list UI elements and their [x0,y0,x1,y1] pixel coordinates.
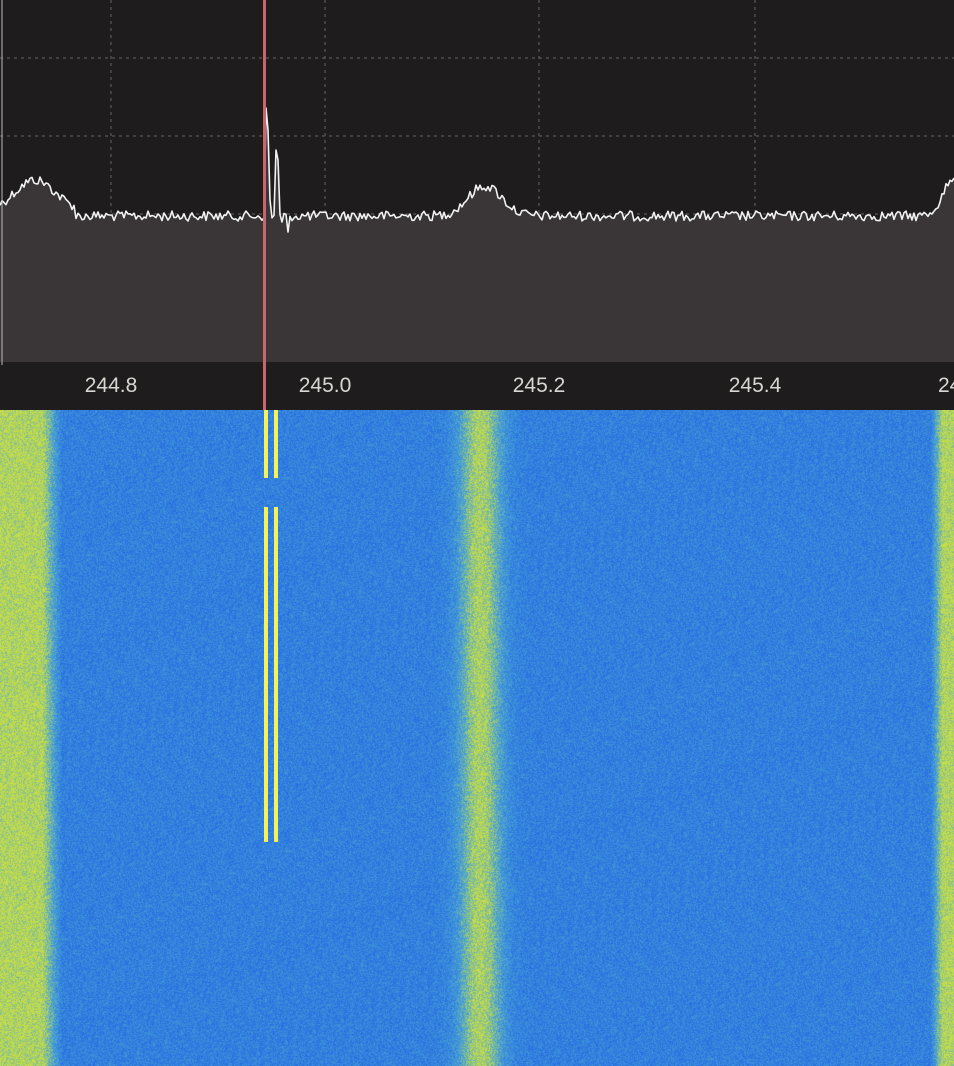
spectrum-plot[interactable] [0,0,954,410]
spectrum-trace [0,107,954,233]
waterfall-canvas[interactable] [0,410,954,1066]
freq-tick-label: 245.4 [728,374,782,397]
freq-tick-label: 245.2 [512,374,566,397]
freq-tick-label: 24 [938,374,954,397]
spectrum-trace-fill [0,108,954,362]
freq-tick-label: 245.0 [298,374,352,397]
spectrum-panel[interactable]: 244.8 245.0 245.2 245.4 24 [0,0,954,410]
freq-tick-label: 244.8 [84,374,138,397]
tuning-cursor[interactable] [263,0,266,410]
waterfall-panel[interactable] [0,410,954,1066]
